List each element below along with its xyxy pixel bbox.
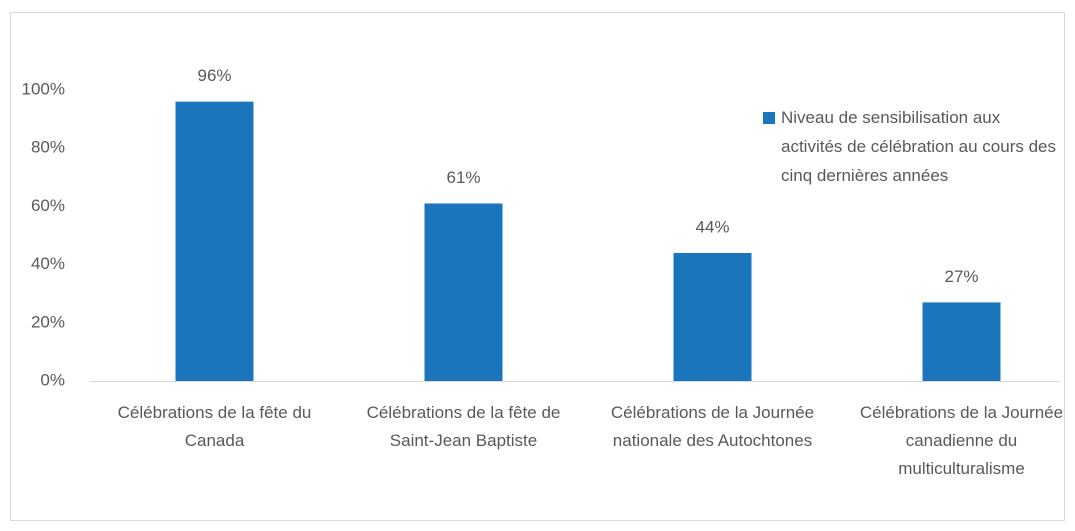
y-tick-label: 60% — [31, 196, 65, 215]
x-tick-label: Célébrations de la fête du Canada — [117, 403, 312, 450]
legend-label: Niveau de sensibilisation aux activités … — [781, 108, 1056, 185]
y-tick-label: 40% — [31, 254, 65, 273]
x-tick-label: Célébrations de la Journée nationale des… — [610, 403, 815, 450]
bar — [175, 101, 254, 381]
bar — [424, 203, 503, 381]
bar — [922, 302, 1001, 381]
x-tick-label: Célébrations de la Journée canadienne du… — [859, 403, 1064, 478]
chart-frame — [10, 12, 1065, 521]
y-tick-label: 80% — [31, 138, 65, 157]
data-label: 96% — [197, 66, 231, 85]
bar — [673, 252, 752, 381]
data-label: 44% — [695, 217, 729, 236]
y-tick-label: 100% — [22, 79, 65, 98]
data-label: 27% — [944, 267, 978, 286]
data-label: 61% — [446, 168, 480, 187]
y-tick-label: 0% — [40, 370, 65, 389]
y-tick-label: 20% — [31, 312, 65, 331]
legend-swatch — [763, 112, 775, 124]
x-tick-label: Célébrations de la fête de Saint-Jean Ba… — [366, 403, 561, 450]
